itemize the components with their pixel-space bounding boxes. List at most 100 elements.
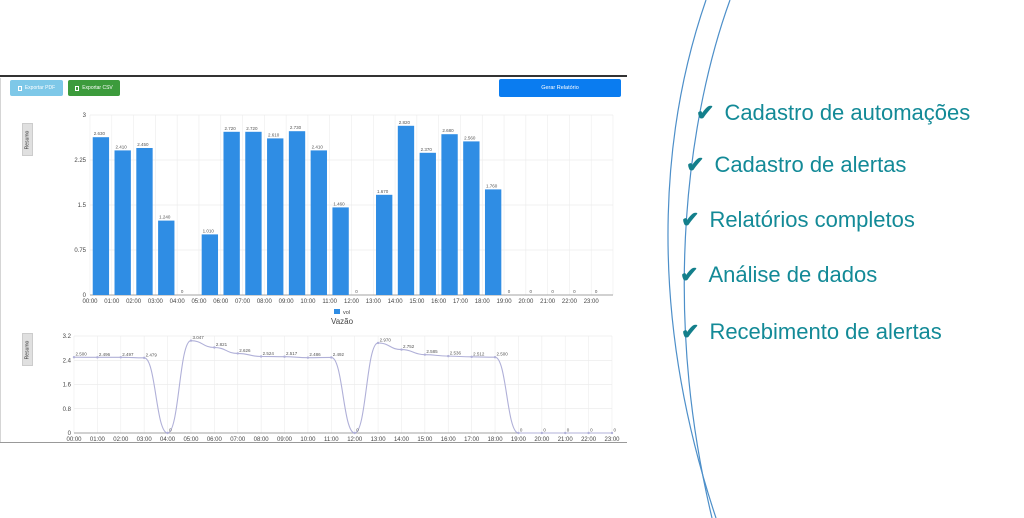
bar-value-label: 2.370 (421, 147, 433, 152)
check-icon: ✔ (680, 262, 699, 287)
point-value-label: 2.970 (380, 337, 392, 342)
bar-value-label: 2.610 (268, 132, 280, 137)
export-pdf-button[interactable]: Exportar PDF (10, 80, 63, 96)
point-value-label: 2.524 (263, 351, 275, 356)
x-tick-label: 14:00 (394, 437, 410, 443)
point-value-label: 0 (520, 428, 523, 433)
summary-tab-bar-chart[interactable]: Resumo (22, 123, 33, 156)
data-point (142, 356, 146, 360)
x-tick-label: 15:00 (409, 299, 425, 305)
bar (484, 189, 502, 295)
x-tick-label: 10:00 (300, 437, 316, 443)
x-tick-label: 20:00 (518, 299, 534, 305)
bar (201, 234, 219, 295)
data-point (493, 356, 497, 359)
line-chart: 00.81.62.43.22.50000:002.49601:002.49702… (63, 334, 621, 443)
data-point (166, 431, 169, 435)
feature-label: Cadastro de automações (724, 100, 971, 125)
x-tick-label: 00:00 (82, 299, 98, 305)
export-csv-button[interactable]: Exportar CSV (68, 80, 120, 96)
point-value-label: 2.517 (286, 351, 298, 356)
data-point (470, 355, 473, 359)
bar-value-label: 0 (181, 289, 184, 294)
y-tick-label: 0.8 (63, 407, 72, 413)
bar (463, 141, 480, 295)
check-icon: ✔ (686, 152, 705, 177)
point-value-label: 0 (543, 428, 546, 433)
point-value-label: 0 (169, 428, 172, 433)
point-value-label: 2.512 (473, 351, 485, 356)
chart-title: Vazão (331, 317, 354, 326)
feature-item: ✔ Cadastro de alertas (686, 152, 906, 178)
x-tick-label: 19:00 (497, 299, 513, 305)
x-tick-label: 05:00 (183, 437, 199, 443)
bar-chart: 00.751.52.2532.63000:002.41001:002.45002… (74, 113, 614, 326)
bar-value-label: 2.560 (464, 135, 476, 140)
data-point (259, 355, 263, 358)
y-tick-label: 2.4 (63, 358, 72, 364)
decorative-curve-outer (667, 0, 717, 518)
x-tick-label: 23:00 (604, 437, 620, 443)
x-tick-label: 22:00 (581, 437, 597, 443)
y-tick-label: 0.75 (74, 248, 86, 254)
feature-item: ✔ Análise de dados (680, 262, 877, 288)
y-tick-label: 1.5 (78, 203, 87, 209)
x-tick-label: 21:00 (540, 299, 556, 305)
data-point (564, 431, 567, 435)
bar (245, 131, 262, 295)
feature-item: ✔ Relatórios completos (681, 207, 915, 233)
y-tick-label: 1.6 (63, 383, 72, 389)
x-tick-label: 01:00 (90, 437, 106, 443)
x-tick-label: 01:00 (104, 299, 120, 305)
bar-value-label: 2.720 (246, 126, 258, 131)
x-tick-label: 08:00 (254, 437, 270, 443)
bar-value-label: 2.630 (94, 131, 106, 136)
bar-value-label: 1.460 (333, 201, 345, 206)
check-icon: ✔ (696, 100, 715, 125)
point-value-label: 0 (567, 428, 570, 433)
check-icon: ✔ (681, 207, 700, 232)
feature-label: Recebimento de alertas (709, 319, 942, 344)
data-point (447, 354, 450, 358)
x-tick-label: 09:00 (277, 437, 293, 443)
x-tick-label: 17:00 (464, 437, 480, 443)
x-tick-label: 22:00 (562, 299, 578, 305)
x-tick-label: 07:00 (235, 299, 251, 305)
data-point (213, 346, 216, 349)
feature-item: ✔ Recebimento de alertas (681, 319, 942, 345)
x-tick-label: 06:00 (213, 299, 229, 305)
bar (136, 148, 153, 295)
legend-label: vol (343, 310, 350, 316)
point-value-label: 2.585 (426, 349, 438, 354)
x-tick-label: 18:00 (475, 299, 491, 305)
bar-value-label: 0 (508, 289, 511, 294)
x-tick-label: 21:00 (558, 437, 574, 443)
x-tick-label: 04:00 (170, 299, 186, 305)
data-point (283, 355, 286, 358)
export-csv-label: Exportar CSV (82, 85, 113, 91)
bar-value-label: 0 (573, 289, 576, 294)
bar (310, 150, 327, 295)
point-value-label: 3.047 (192, 335, 204, 340)
point-value-label: 2.492 (333, 352, 345, 357)
x-tick-label: 16:00 (441, 437, 457, 443)
generate-report-button[interactable]: Gerar Relatório (499, 79, 621, 97)
x-tick-label: 09:00 (279, 299, 295, 305)
x-tick-label: 14:00 (388, 299, 404, 305)
summary-tab-line-chart[interactable]: Resumo (22, 333, 33, 366)
data-point (517, 431, 520, 435)
data-point (353, 431, 356, 435)
data-point (189, 339, 193, 342)
data-point (400, 348, 403, 351)
bar-value-label: 2.410 (312, 144, 324, 149)
bar (267, 138, 284, 295)
point-value-label: 2.486 (309, 352, 321, 357)
data-point (236, 352, 239, 355)
data-point (587, 431, 590, 435)
bar-value-label: 1.010 (203, 228, 215, 233)
bar-value-label: 0 (595, 289, 598, 294)
bar-value-label: 2.680 (442, 128, 454, 133)
point-value-label: 2.497 (122, 352, 134, 357)
x-tick-label: 23:00 (584, 299, 600, 305)
x-tick-label: 15:00 (417, 437, 433, 443)
